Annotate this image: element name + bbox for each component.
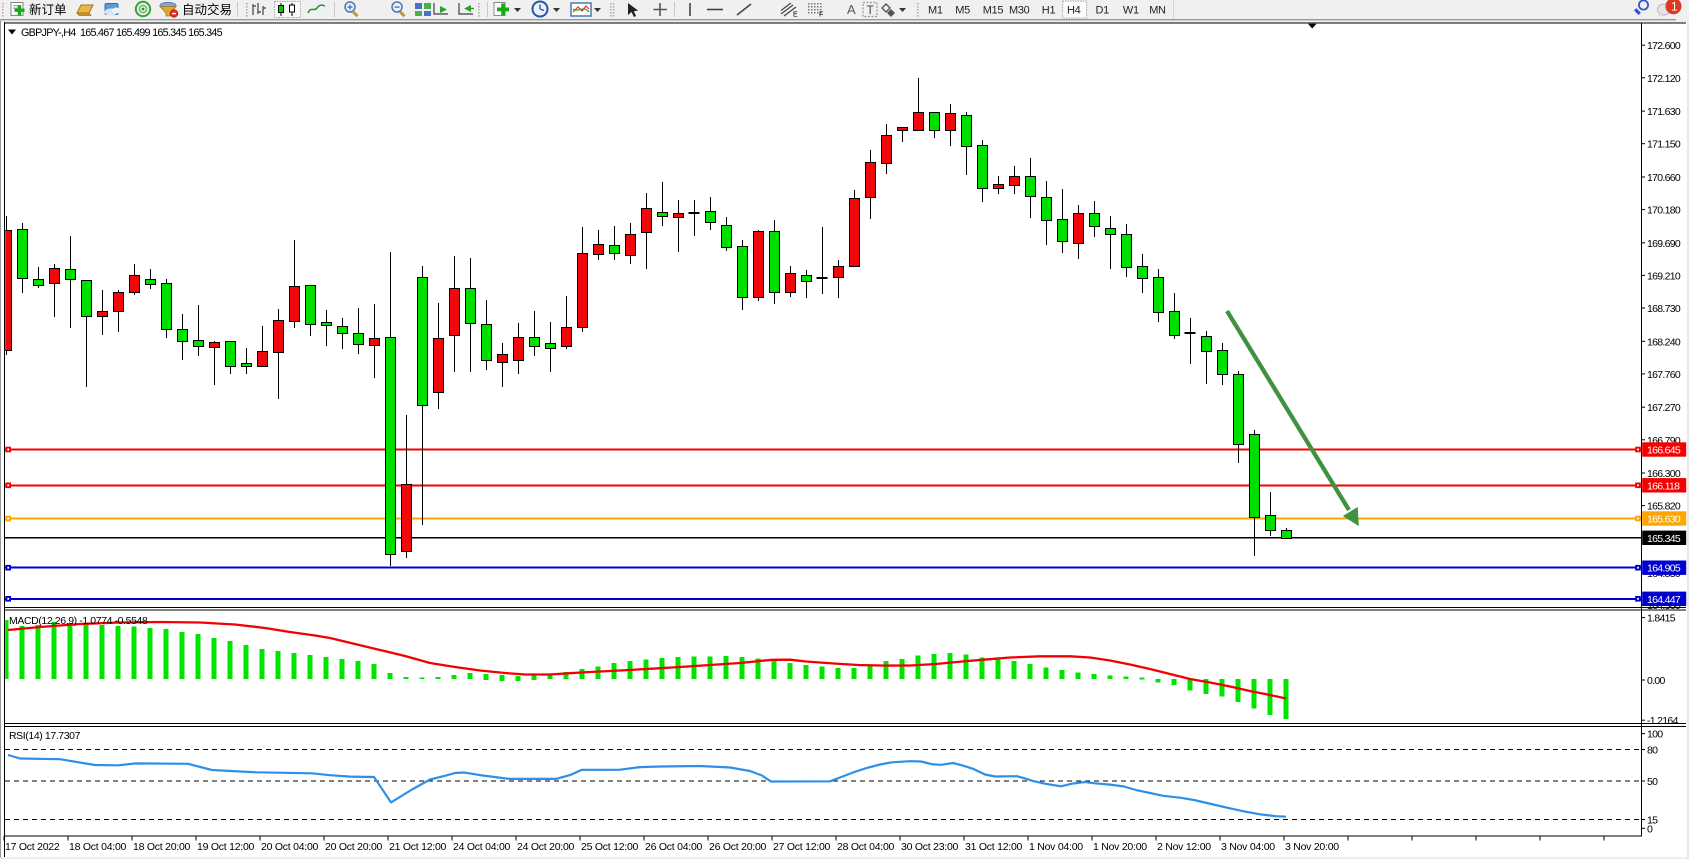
svg-text:171.630: 171.630 <box>1647 106 1681 118</box>
svg-text:D1: D1 <box>1096 5 1110 17</box>
svg-text:21 Oct 12:00: 21 Oct 12:00 <box>389 841 447 853</box>
svg-text:30 Oct 23:00: 30 Oct 23:00 <box>901 841 959 853</box>
svg-text:24 Oct 04:00: 24 Oct 04:00 <box>453 841 511 853</box>
svg-text:A: A <box>847 2 856 17</box>
svg-text:3 Nov 20:00: 3 Nov 20:00 <box>1285 841 1339 853</box>
svg-text:RSI(14) 17.7307: RSI(14) 17.7307 <box>9 730 81 742</box>
svg-text:GBPJPY-,H4 165.467 165.499 16: GBPJPY-,H4 165.467 165.499 165.345 165.3… <box>21 27 223 39</box>
svg-text:T: T <box>867 3 875 17</box>
svg-text:50: 50 <box>1647 776 1658 788</box>
svg-text:自动交易: 自动交易 <box>182 2 232 17</box>
svg-text:MACD(12,26,9) -1.0774 -0.5548: MACD(12,26,9) -1.0774 -0.5548 <box>9 615 148 627</box>
svg-text:166.645: 166.645 <box>1647 445 1681 457</box>
svg-text:3 Nov 04:00: 3 Nov 04:00 <box>1221 841 1275 853</box>
svg-text:169.690: 169.690 <box>1647 238 1681 250</box>
svg-text:26 Oct 04:00: 26 Oct 04:00 <box>645 841 703 853</box>
svg-text:19 Oct 12:00: 19 Oct 12:00 <box>197 841 255 853</box>
svg-text:17 Oct 2022: 17 Oct 2022 <box>5 841 60 853</box>
svg-text:166.300: 166.300 <box>1647 468 1681 480</box>
svg-text:15: 15 <box>1647 815 1658 827</box>
svg-text:165.345: 165.345 <box>1647 533 1681 545</box>
svg-text:H4: H4 <box>1067 5 1081 17</box>
svg-text:MN: MN <box>1149 5 1166 17</box>
svg-text:170.180: 170.180 <box>1647 205 1681 217</box>
svg-text:20 Oct 04:00: 20 Oct 04:00 <box>261 841 319 853</box>
svg-text:1.8415: 1.8415 <box>1647 613 1676 625</box>
svg-text:W1: W1 <box>1123 5 1139 17</box>
svg-text:M15: M15 <box>983 5 1004 17</box>
svg-text:18 Oct 20:00: 18 Oct 20:00 <box>133 841 191 853</box>
svg-text:171.150: 171.150 <box>1647 139 1681 151</box>
svg-text:0.00: 0.00 <box>1647 675 1665 687</box>
svg-text:80: 80 <box>1647 745 1658 757</box>
svg-text:166.118: 166.118 <box>1647 480 1680 492</box>
svg-text:H1: H1 <box>1042 5 1056 17</box>
svg-text:20 Oct 20:00: 20 Oct 20:00 <box>325 841 383 853</box>
svg-text:172.120: 172.120 <box>1647 73 1681 85</box>
svg-text:165.630: 165.630 <box>1647 514 1681 526</box>
svg-text:F: F <box>819 12 823 19</box>
svg-text:169.210: 169.210 <box>1647 270 1681 282</box>
svg-text:164.447: 164.447 <box>1647 594 1681 606</box>
svg-text:M30: M30 <box>1009 5 1030 17</box>
svg-text:24 Oct 20:00: 24 Oct 20:00 <box>517 841 575 853</box>
svg-text:M5: M5 <box>955 5 970 17</box>
svg-text:164.905: 164.905 <box>1647 563 1681 575</box>
svg-text:1 Nov 04:00: 1 Nov 04:00 <box>1029 841 1083 853</box>
svg-text:25 Oct 12:00: 25 Oct 12:00 <box>581 841 639 853</box>
svg-text:172.600: 172.600 <box>1647 40 1681 52</box>
svg-text:170.660: 170.660 <box>1647 172 1681 184</box>
svg-text:168.730: 168.730 <box>1647 303 1681 315</box>
svg-text:1: 1 <box>1671 0 1678 14</box>
svg-text:E: E <box>793 12 798 19</box>
svg-text:28 Oct 04:00: 28 Oct 04:00 <box>837 841 895 853</box>
svg-text:165.820: 165.820 <box>1647 501 1681 513</box>
svg-text:27 Oct 12:00: 27 Oct 12:00 <box>773 841 831 853</box>
svg-text:0: 0 <box>1647 823 1653 835</box>
svg-text:18 Oct 04:00: 18 Oct 04:00 <box>69 841 127 853</box>
svg-text:M1: M1 <box>928 5 943 17</box>
svg-text:167.270: 167.270 <box>1647 402 1681 414</box>
svg-text:167.760: 167.760 <box>1647 369 1681 381</box>
svg-text:168.240: 168.240 <box>1647 336 1681 348</box>
svg-text:1 Nov 20:00: 1 Nov 20:00 <box>1093 841 1147 853</box>
svg-text:-1.2164: -1.2164 <box>1647 715 1679 727</box>
svg-text:100: 100 <box>1647 729 1663 741</box>
svg-text:2 Nov 12:00: 2 Nov 12:00 <box>1157 841 1211 853</box>
svg-text:26 Oct 20:00: 26 Oct 20:00 <box>709 841 767 853</box>
svg-text:31 Oct 12:00: 31 Oct 12:00 <box>965 841 1023 853</box>
svg-text:新订单: 新订单 <box>29 2 67 17</box>
